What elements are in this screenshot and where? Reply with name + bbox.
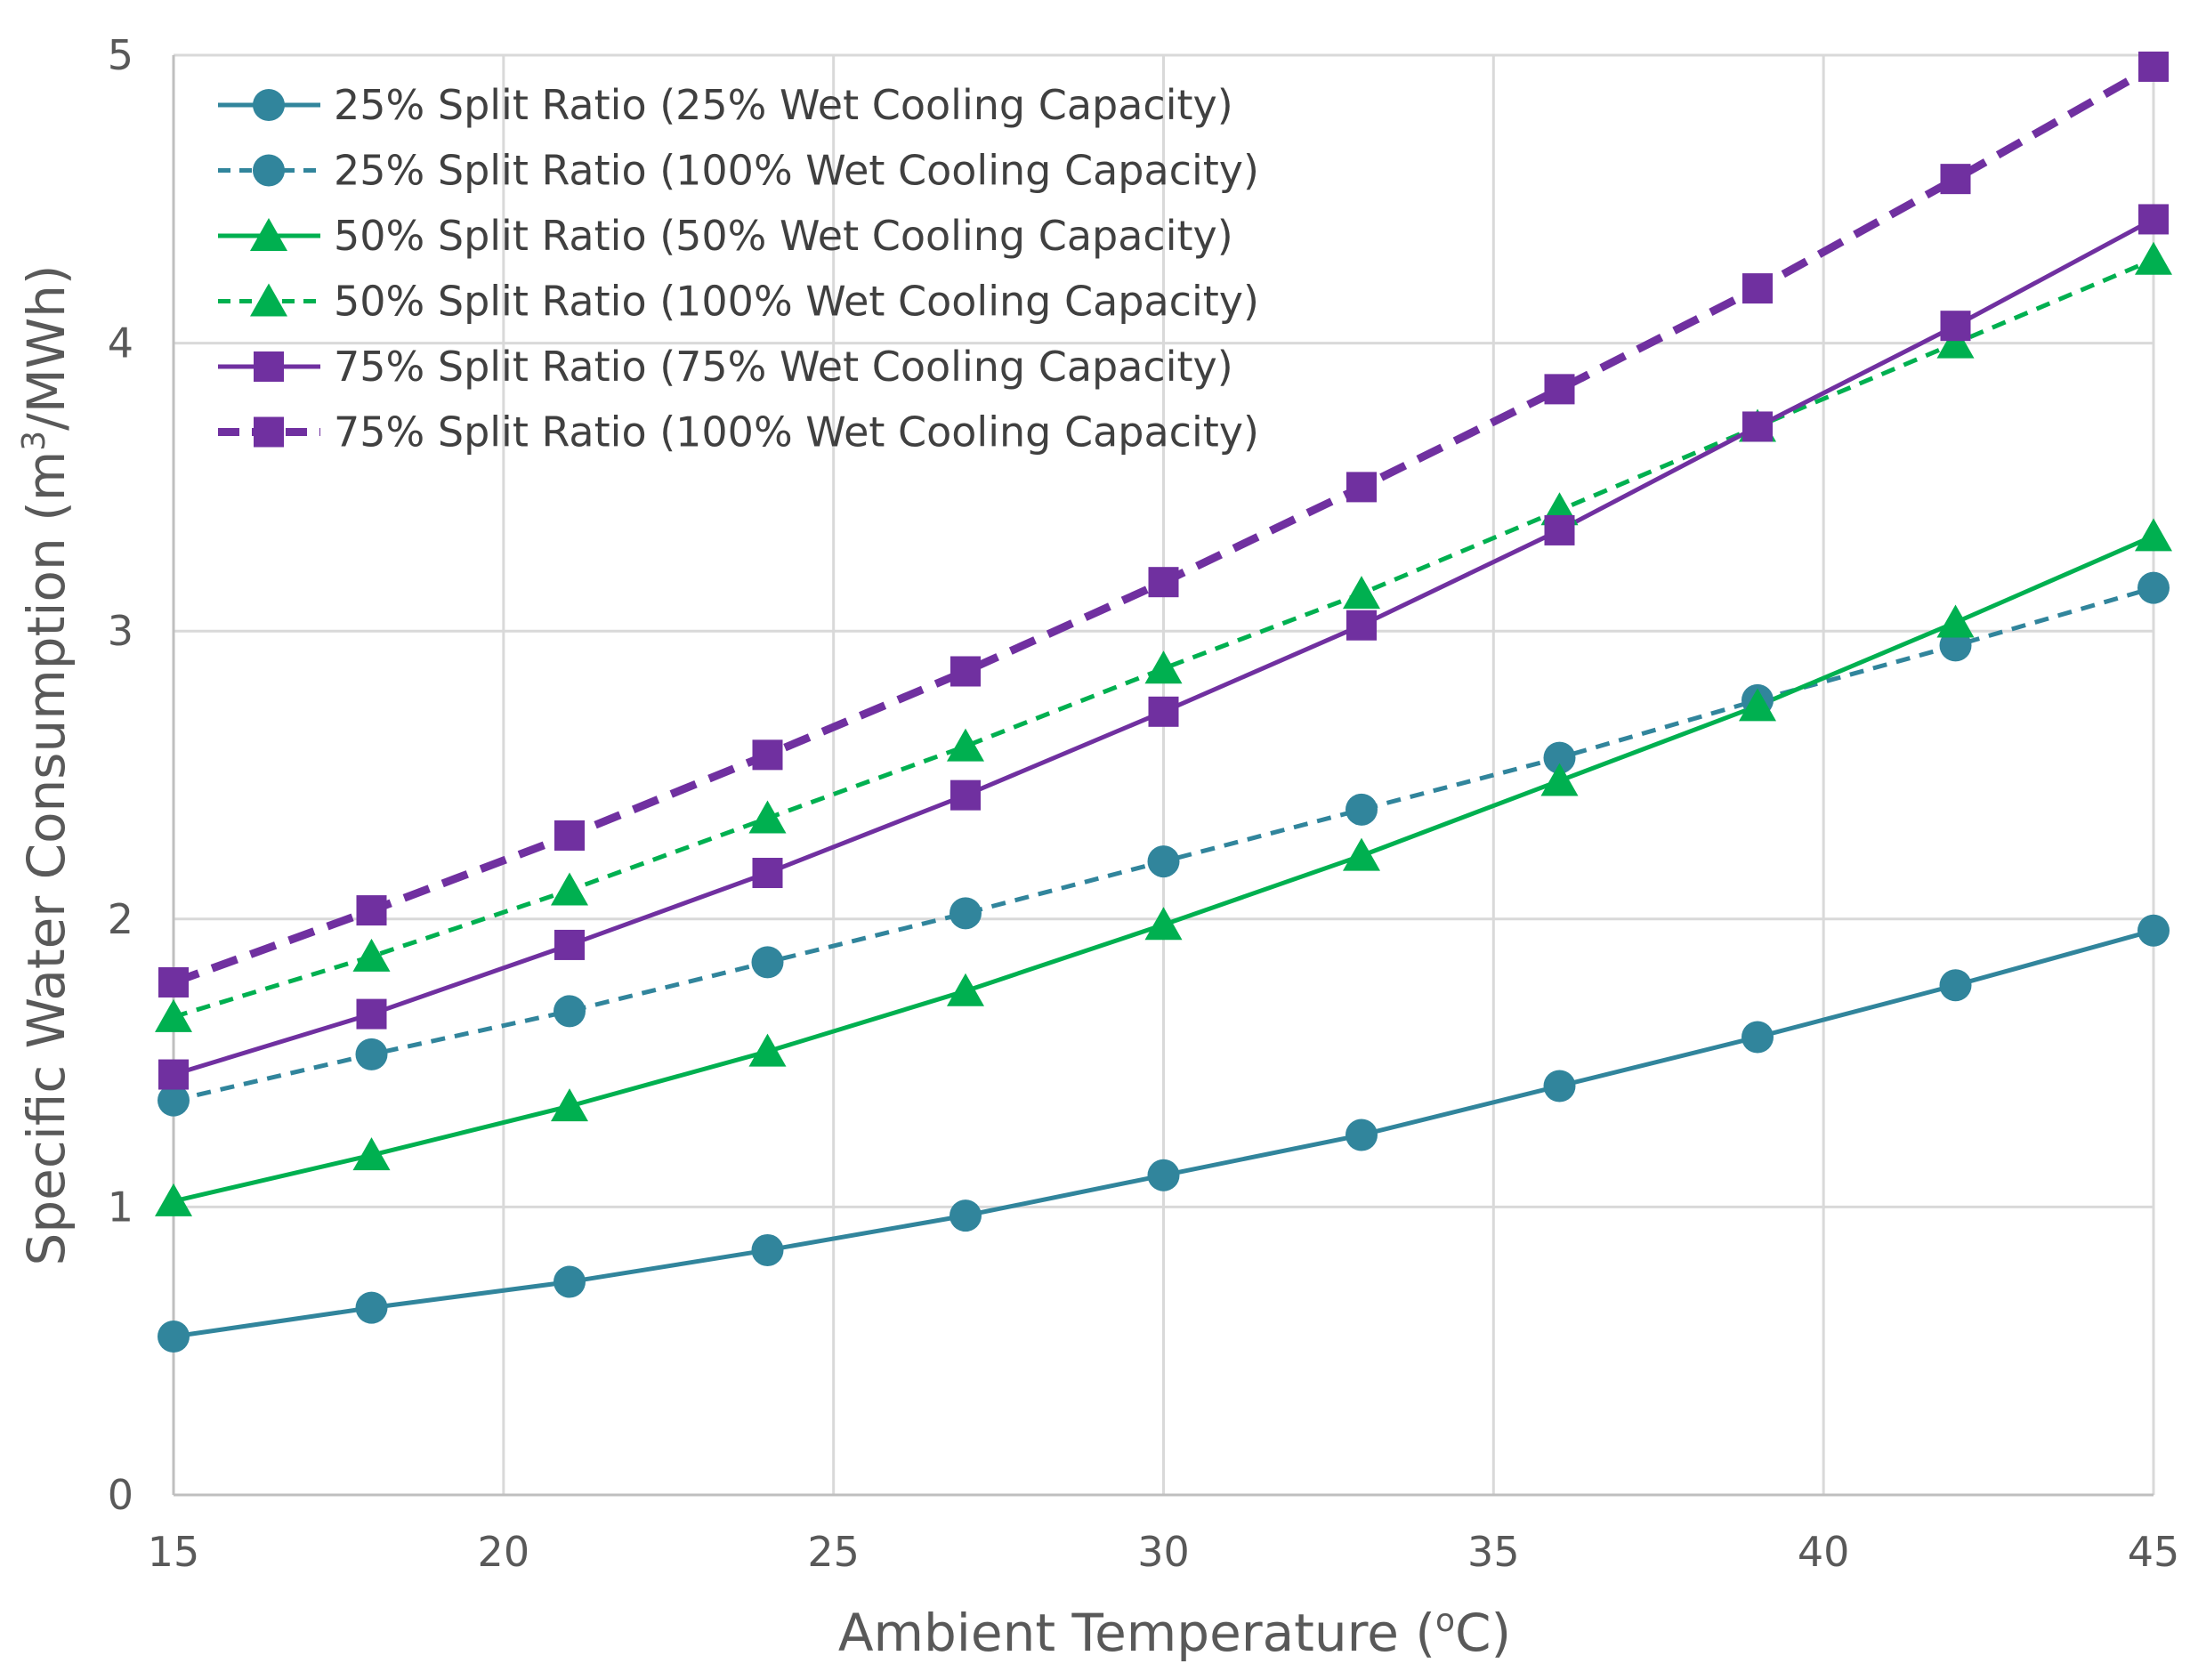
data-point: [1739, 688, 1776, 722]
series-markers: [155, 51, 2172, 1353]
data-point: [2137, 914, 2170, 947]
data-point: [355, 1291, 388, 1324]
data-point: [551, 1088, 588, 1122]
y-tick-label: 4: [108, 319, 133, 368]
data-point: [554, 1265, 586, 1298]
data-point: [1346, 610, 1377, 641]
data-point: [158, 1321, 190, 1353]
data-point: [1742, 273, 1773, 304]
legend-swatch-marker: [254, 351, 284, 382]
data-point: [1742, 411, 1773, 442]
data-point: [1540, 763, 1579, 796]
data-point: [1346, 472, 1377, 503]
data-point: [751, 1233, 784, 1266]
data-point: [1543, 1070, 1576, 1102]
legend: 25% Split Ratio (25% Wet Cooling Capacit…: [218, 81, 1259, 456]
data-point: [355, 1038, 388, 1070]
x-tick-label: 45: [2128, 1528, 2180, 1576]
data-point: [1544, 374, 1575, 405]
data-point: [950, 1199, 982, 1232]
series-line-4: [173, 257, 2154, 1020]
data-point: [554, 995, 586, 1028]
data-point: [752, 739, 783, 771]
data-point: [551, 872, 588, 906]
data-point: [2137, 571, 2170, 604]
data-point: [352, 1137, 391, 1171]
data-point: [1939, 969, 1972, 1002]
data-point: [1940, 164, 1971, 195]
data-point: [1544, 514, 1575, 545]
data-point: [1144, 650, 1183, 684]
x-tick-label: 35: [1467, 1528, 1520, 1576]
data-point: [1543, 741, 1576, 774]
data-point: [947, 973, 984, 1006]
legend-label: 50% Split Ratio (100% Wet Cooling Capaci…: [334, 278, 1259, 326]
x-tick-label: 25: [807, 1528, 860, 1576]
legend-label: 25% Split Ratio (25% Wet Cooling Capacit…: [334, 81, 1233, 129]
legend-swatch-marker: [253, 89, 285, 121]
data-point: [1343, 576, 1380, 610]
data-point: [2135, 518, 2172, 552]
y-axis-title: Specific Water Consumption (m3/MWh): [16, 265, 77, 1266]
data-point: [2138, 204, 2169, 235]
data-point: [158, 966, 189, 998]
data-point: [158, 1084, 190, 1117]
data-point: [155, 998, 192, 1032]
data-point: [752, 858, 783, 889]
data-point: [1346, 1119, 1378, 1151]
data-point: [751, 946, 784, 979]
y-tick-label: 0: [108, 1471, 133, 1519]
data-point: [1147, 1159, 1180, 1191]
data-point: [1148, 696, 1179, 727]
gridlines: [174, 53, 2155, 1495]
data-point: [950, 897, 982, 930]
data-point: [748, 800, 787, 834]
data-point: [950, 779, 981, 811]
data-point: [947, 728, 984, 762]
y-tick-labels: 0 1 2 3 4 5: [108, 31, 133, 1519]
data-point: [2135, 241, 2172, 275]
legend-label: 75% Split Ratio (75% Wet Cooling Capacit…: [334, 343, 1233, 391]
x-tick-label: 30: [1137, 1528, 1190, 1576]
data-point: [554, 820, 585, 851]
data-point: [1936, 604, 1975, 638]
data-point: [554, 929, 585, 960]
legend-label: 25% Split Ratio (100% Wet Cooling Capaci…: [334, 147, 1259, 195]
legend-label: 75% Split Ratio (100% Wet Cooling Capaci…: [334, 408, 1259, 456]
data-point: [356, 895, 387, 926]
legend-swatch-marker: [253, 154, 285, 187]
data-point: [356, 998, 387, 1030]
legend-swatch-marker: [254, 416, 284, 448]
data-point: [352, 938, 391, 972]
x-tick-label: 40: [1798, 1528, 1850, 1576]
x-tick-label: 15: [148, 1528, 200, 1576]
data-point: [1148, 567, 1179, 598]
data-point: [748, 1033, 787, 1067]
legend-label: 50% Split Ratio (50% Wet Cooling Capacit…: [334, 212, 1233, 260]
y-tick-label: 5: [108, 31, 133, 79]
data-point: [1144, 907, 1183, 941]
y-tick-label: 3: [108, 607, 133, 655]
data-point: [1346, 793, 1378, 826]
data-point: [158, 1059, 189, 1090]
x-tick-label: 20: [478, 1528, 530, 1576]
legend-swatch-marker: [250, 283, 287, 317]
x-tick-labels: 15 20 25 30 35 40 45: [148, 1528, 2180, 1576]
data-point: [1936, 325, 1975, 359]
data-point: [2138, 51, 2169, 82]
data-point: [950, 656, 981, 687]
data-point: [1343, 837, 1380, 871]
data-point: [1940, 311, 1971, 342]
data-point: [1147, 845, 1180, 878]
y-tick-label: 1: [108, 1183, 133, 1231]
data-point: [155, 1183, 192, 1216]
x-axis-title: Ambient Temperature (oC): [838, 1603, 1511, 1663]
data-point: [1741, 1021, 1774, 1054]
axes: [172, 55, 2154, 1497]
y-tick-label: 2: [108, 895, 133, 943]
legend-swatch-marker: [250, 218, 287, 251]
